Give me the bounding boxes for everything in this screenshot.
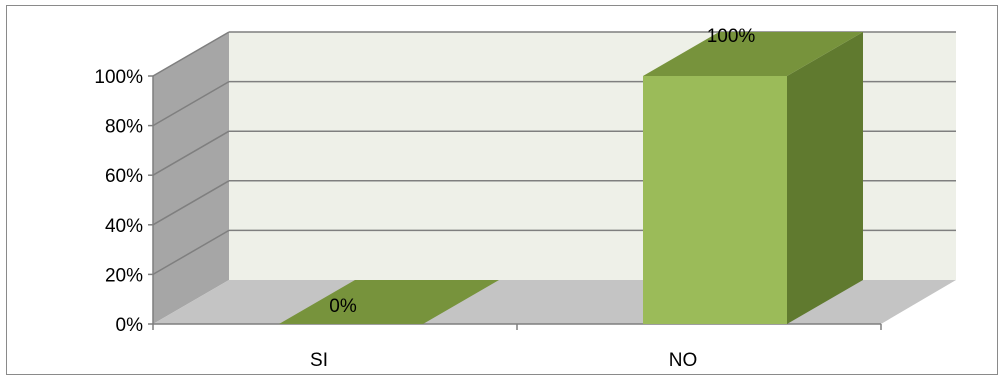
gridline-side xyxy=(152,130,230,176)
category-label: NO xyxy=(669,350,698,371)
side-wall xyxy=(153,32,229,324)
bar-front xyxy=(643,76,787,324)
y-tick-label: 100% xyxy=(94,67,143,88)
gridline-side xyxy=(152,31,230,77)
y-tick-label: 20% xyxy=(105,265,143,286)
data-label: 100% xyxy=(707,26,756,47)
bar-top xyxy=(279,280,499,324)
y-tick-label: 80% xyxy=(105,117,143,138)
bar-top xyxy=(643,32,863,76)
gridline-side xyxy=(152,229,230,276)
data-label: 0% xyxy=(329,296,357,317)
y-tick-label: 40% xyxy=(105,216,143,237)
y-tick-label: 0% xyxy=(116,315,144,336)
bar-side xyxy=(787,32,863,324)
category-label: SI xyxy=(310,350,328,371)
y-tick-label: 60% xyxy=(105,166,143,187)
gridline-side xyxy=(152,80,230,127)
gridline-side xyxy=(152,180,230,226)
bar-chart: 0% 20% 40% 60% 80% 100% 0% SI 100% NO xyxy=(94,26,956,371)
chart-frame: 0% 20% 40% 60% 80% 100% 0% SI 100% NO xyxy=(6,5,998,375)
